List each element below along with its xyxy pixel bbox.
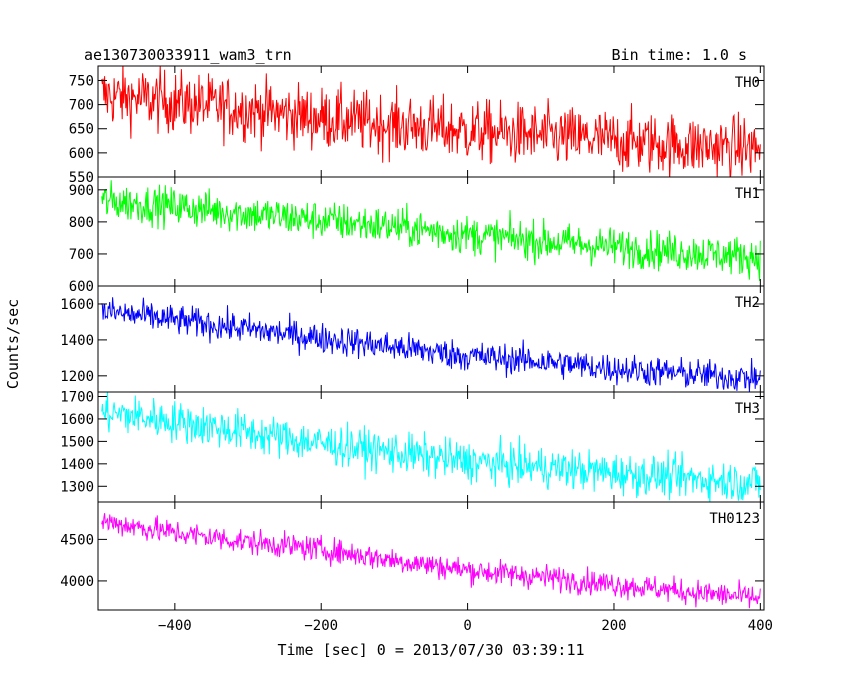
y-tick-label: 600: [69, 146, 94, 162]
x-tick-label: 200: [601, 618, 626, 634]
y-tick-label: 700: [69, 247, 94, 263]
panel-group: 550 600 650 700 750 TH0 600 700 800 900 TH1 1200 140…: [60, 65, 765, 611]
x-tick-label: 400: [748, 618, 773, 634]
series-line-th3: [101, 392, 761, 502]
y-tick-label: 1500: [60, 434, 94, 450]
series-line-th0123: [101, 513, 761, 609]
y-tick-label: 600: [69, 279, 94, 295]
series-line-th2: [101, 297, 761, 392]
chart-title: ae130730033911_wam3_trn: [84, 46, 292, 64]
panel-label: TH0123: [709, 511, 760, 527]
panel-th3: 1300 1400 1500 1600 1700 TH3: [60, 389, 765, 503]
x-axis: −400 −200 0 200 400: [158, 618, 773, 634]
panel-frame: [97, 176, 765, 287]
y-tick-label: 1200: [60, 369, 94, 385]
x-axis-title: Time [sec] 0 = 2013/07/30 03:39:11: [277, 641, 584, 659]
y-tick-label: 1700: [60, 389, 94, 405]
panel-frame: [97, 285, 765, 393]
panel-th2: 1200 1400 1600 TH2: [60, 285, 765, 393]
y-tick-label: 750: [69, 73, 94, 89]
y-tick-label: 650: [69, 122, 94, 138]
y-tick-label: 900: [69, 183, 94, 199]
panel-label: TH2: [735, 295, 760, 311]
y-tick-label: 1300: [60, 479, 94, 495]
bin-time-label: Bin time: 1.0 s: [612, 46, 747, 64]
x-tick-label: −200: [304, 618, 338, 634]
y-tick-label: 1600: [60, 297, 94, 313]
panel-th0: 550 600 650 700 750 TH0: [69, 65, 765, 186]
y-tick-label: 1600: [60, 412, 94, 428]
panel-th1: 600 700 800 900 TH1: [69, 176, 765, 295]
y-tick-label: 1400: [60, 457, 94, 473]
x-tick-label: 0: [463, 618, 471, 634]
y-tick-label: 1400: [60, 333, 94, 349]
y-tick-label: 700: [69, 98, 94, 114]
y-tick-label: 4000: [60, 574, 94, 590]
series-line-th1: [101, 180, 761, 281]
panel-th0123: 4000 4500 TH0123: [60, 501, 765, 611]
y-tick-label: 550: [69, 170, 94, 186]
panel-label: TH1: [735, 186, 760, 202]
panel-label: TH3: [735, 401, 760, 417]
x-tick-label: −400: [158, 618, 192, 634]
panel-frame: [97, 501, 765, 611]
y-axis-title: Counts/sec: [4, 299, 22, 389]
panel-label: TH0: [735, 75, 760, 91]
y-tick-label: 4500: [60, 532, 94, 548]
y-tick-label: 800: [69, 215, 94, 231]
series-line-th0: [101, 66, 761, 177]
